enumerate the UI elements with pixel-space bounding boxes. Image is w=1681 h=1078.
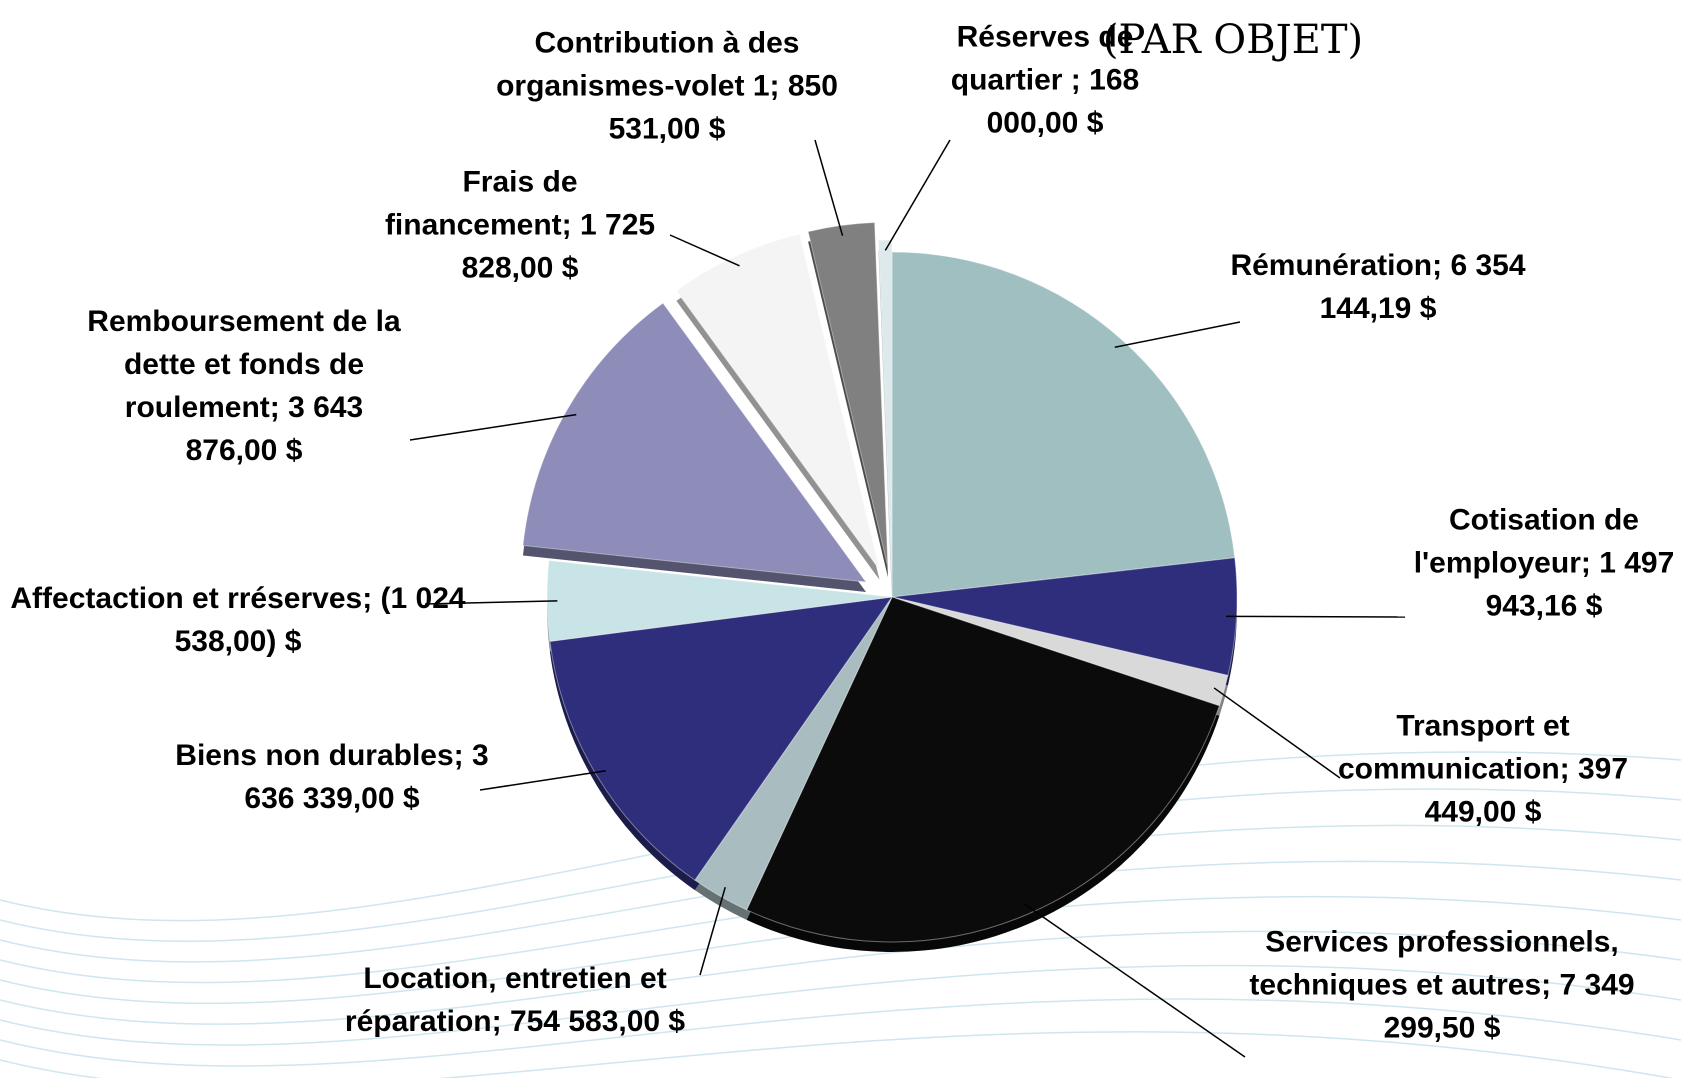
category-label: Rémunération; [1230,249,1443,282]
slice [549,596,894,881]
pie-slices [522,222,1238,943]
category-label: Location, entretien et réparation; [344,962,667,1038]
category-label: Réserves de quartier ; [950,20,1134,97]
data-label: Réserves de quartier ; 168 000,00 $ [915,16,1175,145]
slice [807,222,889,568]
value-label: 754 583,00 $ [509,1005,686,1038]
leader-line [424,600,558,605]
data-label: Biens non durables; 3 636 339,00 $ [167,734,497,820]
data-label: Frais de financement; 1 725 828,00 $ [380,161,660,290]
leaders [409,139,1406,1058]
slice [891,251,1236,598]
slice [675,233,880,571]
data-label: Location, entretien et réparation; 754 5… [335,957,695,1043]
chart-title: (PAR OBJET) [1102,17,1364,63]
leader-line [409,413,577,441]
data-label: Cotisation de l'employeur; 1 497 943,16 … [1399,499,1681,628]
leader-line [669,234,740,267]
leader-line [1024,903,1246,1058]
slice [694,596,893,911]
data-label: Contribution à des organismes-volet 1; 8… [487,22,847,151]
leader-line [884,139,951,251]
category-label: Transport et communication; [1337,709,1570,786]
background-waves [0,751,1681,1078]
value-label: 1 497 943,16 $ [1485,546,1675,623]
leader-line [699,886,726,976]
leader-line [479,769,607,791]
value-label: 1 725 828,00 $ [461,208,656,285]
value-label: 168 000,00 $ [986,63,1140,140]
value-label: 3 643 876,00 $ [185,391,364,467]
data-label: Remboursement de la dette et fonds de ro… [84,300,404,472]
leader-line [814,139,844,236]
category-label: Contribution à des organismes-volet 1; [496,26,800,103]
value-label: 850 531,00 $ [608,69,838,146]
category-label: Affectaction et rréserves; [10,582,373,615]
leader-line [1213,687,1341,779]
data-label: Transport et communication; 397 449,00 $ [1318,705,1648,834]
value-label: 3 636 339,00 $ [244,739,489,815]
slice [522,302,868,583]
data-label: Services professionnels, techniques et a… [1232,921,1652,1050]
data-label: Rémunération; 6 354 144,19 $ [1188,244,1568,330]
leader-line [1226,615,1406,618]
category-label: Remboursement de la dette et fonds de ro… [87,305,401,424]
category-label: Frais de financement; [384,165,578,242]
slice [891,596,1229,707]
category-label: Cotisation de l'employeur; [1413,503,1639,580]
value-label: 7 349 299,50 $ [1383,968,1635,1045]
leader-line [1114,321,1241,349]
value-label: 397 449,00 $ [1424,752,1629,829]
value-label: 6 354 144,19 $ [1319,249,1526,325]
category-label: Biens non durables; [175,739,464,772]
slice [745,596,1221,943]
data-label: Affectaction et rréserves; (1 024 538,00… [3,577,473,663]
value-label: (1 024 538,00) $ [174,582,466,658]
category-label: Services professionnels, techniques et a… [1249,925,1619,1002]
